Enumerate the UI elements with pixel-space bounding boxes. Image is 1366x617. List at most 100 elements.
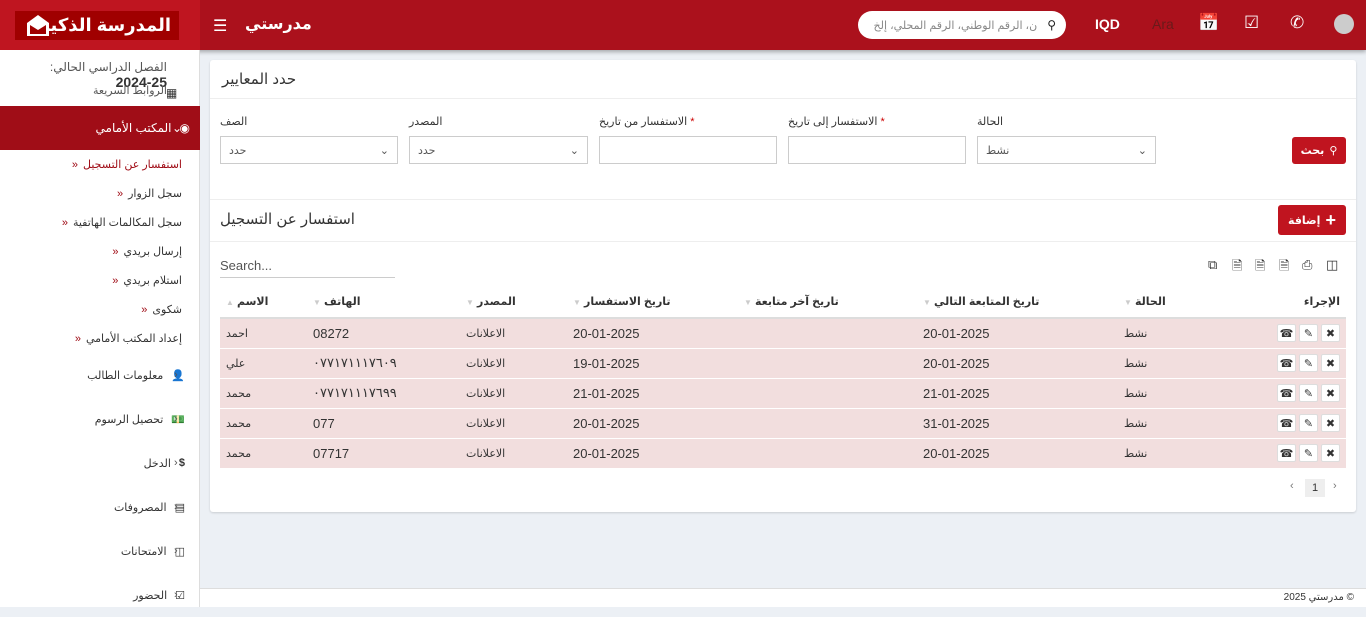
sidebar-subitem[interactable]: شكوى « (0, 295, 200, 324)
double-angle-icon: « (141, 303, 148, 316)
column-header-action: الإجراء (1238, 286, 1346, 319)
pdf-icon[interactable]: 🗎 (1279, 258, 1290, 273)
from-date-input[interactable] (599, 136, 777, 164)
source-select[interactable]: حدد ⌄ (409, 136, 588, 164)
source-value: حدد (418, 144, 436, 157)
table-row: محمد 07717 الاعلانات 20-01-2025 20-01-2025 نش… (220, 438, 1346, 469)
item-label: معلومات الطالب (87, 369, 164, 382)
edit-icon[interactable]: ✎ (1299, 444, 1318, 462)
table-search-input[interactable]: Search... (220, 256, 395, 278)
map-icon: ◫ (174, 545, 185, 558)
semester-value: 2024-25 (115, 74, 167, 90)
phone-icon[interactable]: ☎ (1277, 444, 1296, 462)
sidebar-item-fees[interactable]: 💵 تحصيل الرسوم ‹ (0, 397, 200, 441)
cell-enquiry-date: 19-01-2025 (567, 348, 738, 379)
sidebar-subitem[interactable]: سجل الزوار « (0, 179, 200, 208)
edit-icon[interactable]: ✎ (1299, 354, 1318, 372)
delete-icon[interactable]: ✖ (1321, 444, 1340, 462)
sidebar-subitem[interactable]: إرسال بريدي « (0, 237, 200, 266)
cell-actions: ☎ ✎ ✖ (1238, 318, 1346, 349)
class-select[interactable]: حدد ⌄ (220, 136, 398, 164)
edit-icon[interactable]: ✎ (1299, 324, 1318, 343)
cell-source: الاعلانات (460, 438, 567, 469)
to-date-label: * الاستفسار إلى تاريخ (788, 116, 885, 128)
sidebar-item-exams[interactable]: ◫ الامتحانات ‹ (0, 529, 200, 573)
sidebar: الفصل الدراسي الحالي: 2024-25 ▦ الروابط … (0, 50, 200, 607)
calendar-icon[interactable]: 📅 (1198, 13, 1220, 32)
sidebar-item-expenses[interactable]: ▤ المصروفات ‹ (0, 485, 200, 529)
chevron-down-icon: ⌄ (172, 121, 183, 135)
sidebar-subitem[interactable]: إعداد المكتب الأمامي « (0, 324, 200, 353)
column-header-last-followup[interactable]: ▼ تاريخ آخر متابعة (738, 286, 917, 319)
grid-icon[interactable]: ▦ (166, 86, 178, 100)
column-header-name[interactable]: ▲ الاسم (220, 286, 307, 319)
sub-label: استفسار عن التسجيل (83, 159, 182, 171)
edit-icon[interactable]: ✎ (1299, 384, 1318, 402)
list-title: استفسار عن التسجيل (220, 211, 355, 228)
phone-icon[interactable]: ☎ (1277, 384, 1296, 402)
cell-name: محمد (220, 438, 307, 469)
sidebar-item-front-office[interactable]: ⌄ المكتب الأمامي ◉ (0, 106, 200, 150)
money-icon: 💵 (171, 413, 185, 426)
excel-icon[interactable]: 🗎 (1232, 258, 1243, 273)
delete-icon[interactable]: ✖ (1321, 324, 1340, 343)
double-angle-icon: « (61, 216, 68, 229)
csv-icon[interactable]: 🗎 (1255, 258, 1266, 273)
sub-label: استلام بريدي (123, 275, 182, 287)
cell-last-followup (738, 438, 917, 469)
currency-selector[interactable]: IQD (1095, 16, 1120, 32)
column-header-source[interactable]: ▼ المصدر (460, 286, 567, 319)
cell-next-followup: 31-01-2025 (917, 408, 1118, 439)
sidebar-item-income[interactable]: $ الدخل ‹ (0, 441, 200, 485)
delete-icon[interactable]: ✖ (1321, 414, 1340, 432)
header-label: تاريخ آخر متابعة (754, 296, 839, 308)
prev-page-icon[interactable]: ‹ (1290, 480, 1294, 492)
status-select[interactable]: نشط ⌄ (977, 136, 1156, 164)
column-header-next-followup[interactable]: ▼ تاريخ المتابعة التالي (917, 286, 1118, 319)
status-label: الحالة (977, 116, 1004, 128)
credit-card-icon: ▤ (174, 501, 185, 514)
search-button[interactable]: بحث ⚲ (1292, 137, 1346, 164)
table-row: محمد ٠٧٧١٧١١١٧٦٩٩ الاعلانات 21-01-2025 21-01… (220, 378, 1346, 409)
page-1-button[interactable]: 1 (1305, 479, 1325, 497)
sidebar-item-student-info[interactable]: 👤 معلومات الطالب ‹ (0, 353, 200, 397)
to-date-input[interactable] (788, 136, 966, 164)
tasks-check-icon[interactable]: ☑ (1244, 13, 1260, 32)
columns-icon[interactable]: ◫ (1326, 257, 1339, 272)
sub-label: شكوى (152, 304, 182, 316)
sub-label: إرسال بريدي (123, 246, 182, 258)
search-icon[interactable]: ⚲ (1047, 18, 1056, 32)
cell-actions: ☎ ✎ ✖ (1238, 348, 1346, 379)
sub-label: إعداد المكتب الأمامي (85, 333, 182, 345)
sidebar-item-attendance[interactable]: ☑ الحضور ‹ (0, 573, 200, 617)
button-label: إضافة (1288, 214, 1321, 227)
delete-icon[interactable]: ✖ (1321, 384, 1340, 402)
column-header-enquiry-date[interactable]: ▼ تاريخ الاستفسار (567, 286, 738, 319)
sidebar-subitem[interactable]: استفسار عن التسجيل « (0, 150, 200, 179)
phone-icon[interactable]: ☎ (1277, 354, 1296, 372)
global-search-input[interactable]: ن، الرقم الوطني، الرقم المحلي، إلخ ⚲ (858, 11, 1066, 39)
sidebar-subitem[interactable]: استلام بريدي « (0, 266, 200, 295)
delete-icon[interactable]: ✖ (1321, 354, 1340, 372)
cell-source: الاعلانات (460, 348, 567, 379)
column-header-phone[interactable]: ▼ الهاتف (307, 286, 460, 319)
language-selector[interactable]: Ara (1152, 16, 1174, 32)
print-icon[interactable]: ⎙ (1302, 257, 1313, 272)
edit-icon[interactable]: ✎ (1299, 414, 1318, 432)
logo[interactable]: المدرسة الذكية (15, 11, 179, 40)
menu-toggle-icon[interactable]: ☰ (213, 18, 228, 35)
quick-links[interactable]: الروابط السريعة (93, 85, 167, 97)
next-page-icon[interactable]: › (1333, 480, 1337, 492)
copy-icon[interactable]: ⧉ (1208, 257, 1218, 272)
sidebar-subitem[interactable]: سجل المكالمات الهاتفية « (0, 208, 200, 237)
column-header-status[interactable]: ▼ الحالة (1118, 286, 1238, 319)
cell-phone: ٠٧٧١٧١١١٧٦٩٩ (307, 378, 460, 409)
class-value: حدد (229, 144, 247, 157)
chevron-left-icon: ‹ (174, 413, 178, 425)
cell-last-followup (738, 408, 917, 439)
add-button[interactable]: إضافة + (1278, 205, 1346, 235)
phone-icon[interactable]: ☎ (1277, 414, 1296, 432)
user-avatar[interactable] (1334, 14, 1354, 34)
whatsapp-icon[interactable]: ✆ (1290, 13, 1305, 32)
phone-icon[interactable]: ☎ (1277, 324, 1296, 343)
